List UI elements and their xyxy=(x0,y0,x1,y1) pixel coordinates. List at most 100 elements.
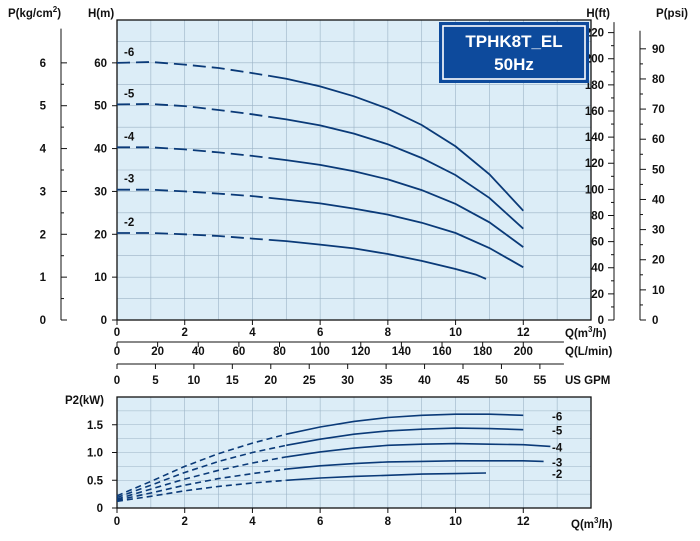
head-curve-label: -6 xyxy=(124,47,134,59)
head-ft-tick-label: 220 xyxy=(585,28,604,40)
model-frequency: 50Hz xyxy=(494,55,534,74)
model-badge-border xyxy=(442,25,586,80)
gpm-tick-label: 40 xyxy=(418,375,431,387)
power-curve--3-dashed xyxy=(116,468,287,501)
power-x-tick-label: 10 xyxy=(449,516,462,528)
power-curve--3 xyxy=(286,460,544,470)
head-ft-tick-label: 100 xyxy=(585,184,604,196)
head-curve--4-dashed xyxy=(117,146,270,159)
head-x-tick-label: 0 xyxy=(114,327,120,339)
head-ft-tick-label: 120 xyxy=(585,158,604,170)
gpm-tick-label: 35 xyxy=(380,375,393,387)
pressure-psi-tick-label: 30 xyxy=(652,225,665,237)
head-x-tick-label: 8 xyxy=(385,327,392,339)
head-x-tick-label: 10 xyxy=(449,327,462,339)
head-y-axis-title: H(m) xyxy=(88,8,114,20)
head-curve-label: -2 xyxy=(124,217,134,229)
power-y-tick-label: 1.5 xyxy=(87,420,104,432)
head-curve--6-dashed xyxy=(116,61,270,77)
model-badge xyxy=(439,22,589,83)
head-ft-tick-label: 0 xyxy=(598,315,604,327)
lmin-tick-label: 100 xyxy=(311,346,330,358)
power-curve--2 xyxy=(286,472,487,482)
head-curve--5-dashed xyxy=(116,103,270,118)
lmin-tick-label: 40 xyxy=(192,346,205,358)
head-x-tick-label: 4 xyxy=(249,327,256,339)
head-ft-tick-label: 200 xyxy=(585,54,604,66)
head-plot-frame xyxy=(116,19,592,321)
head-y-tick-label: 60 xyxy=(94,58,107,70)
power-curve-label: -3 xyxy=(552,457,562,469)
lmin-axis-title: Q(L/min) xyxy=(565,346,612,358)
lmin-tick-label: 140 xyxy=(392,346,411,358)
power-y-axis-title: P2(kW) xyxy=(65,395,104,407)
head-curve--6 xyxy=(269,75,524,212)
pressure-psi-tick-label: 80 xyxy=(652,74,665,86)
pressure-left-tick-label: 1 xyxy=(40,272,47,284)
gpm-tick-label: 45 xyxy=(457,375,470,387)
gpm-tick-label: 15 xyxy=(226,375,239,387)
head-x-tick-label: 12 xyxy=(517,327,530,339)
gpm-tick-label: 30 xyxy=(341,375,354,387)
power-curve-label: -4 xyxy=(552,442,563,454)
head-curve--2-dashed xyxy=(117,232,270,241)
head-curve--2 xyxy=(269,239,487,280)
lmin-tick-label: 160 xyxy=(432,346,451,358)
gpm-tick-label: 25 xyxy=(303,375,316,387)
power-x-tick-label: 0 xyxy=(114,516,120,528)
head-ft-tick-label: 60 xyxy=(591,237,604,249)
lmin-tick-label: 0 xyxy=(114,346,120,358)
power-curve--5-dashed xyxy=(116,444,287,499)
power-curve--6 xyxy=(286,413,524,435)
head-y-tick-label: 50 xyxy=(94,101,107,113)
pressure-psi-tick-label: 90 xyxy=(652,44,665,56)
gpm-tick-label: 5 xyxy=(152,375,159,387)
head-curve-label: -4 xyxy=(124,131,135,143)
power-y-tick-label: 0.5 xyxy=(87,475,104,487)
power-x-tick-label: 4 xyxy=(249,516,256,528)
head-y-tick-label: 20 xyxy=(94,229,107,241)
head-curve-label: -3 xyxy=(124,174,134,186)
pressure-psi-tick-label: 10 xyxy=(652,285,665,297)
head-x-axis-title: Q(m3/h) xyxy=(565,325,607,340)
gpm-tick-label: 55 xyxy=(533,375,546,387)
gpm-axis-title: US GPM xyxy=(565,375,610,387)
power-curve--5 xyxy=(286,427,524,447)
pressure-psi-axis-title: P(psi) xyxy=(656,8,688,20)
pressure-psi-tick-label: 70 xyxy=(652,104,665,116)
head-ft-tick-label: 140 xyxy=(585,132,604,144)
head-ft-tick-label: 160 xyxy=(585,106,604,118)
head-curve--5 xyxy=(269,116,524,230)
head-curve--3 xyxy=(269,197,524,269)
pressure-left-tick-label: 3 xyxy=(40,186,46,198)
head-x-tick-label: 6 xyxy=(317,327,323,339)
power-curve-label: -2 xyxy=(552,469,562,481)
head-ft-tick-label: 180 xyxy=(585,80,604,92)
head-x-tick-label: 2 xyxy=(182,327,188,339)
head-y-tick-label: 30 xyxy=(94,186,107,198)
power-x-tick-label: 12 xyxy=(517,516,530,528)
power-x-axis-title: Q(m3/h) xyxy=(571,516,613,531)
pressure-psi-tick-label: 40 xyxy=(652,194,665,206)
head-curve--3-dashed xyxy=(117,188,270,199)
pressure-psi-tick-label: 60 xyxy=(652,134,665,146)
pressure-psi-tick-label: 50 xyxy=(652,164,665,176)
lmin-tick-label: 120 xyxy=(351,346,370,358)
power-curve--4 xyxy=(286,442,551,458)
pressure-left-tick-label: 6 xyxy=(40,58,46,70)
power-x-tick-label: 8 xyxy=(385,516,392,528)
head-y-tick-label: 10 xyxy=(94,272,107,284)
pressure-left-tick-label: 2 xyxy=(40,229,46,241)
power-curve--2-dashed xyxy=(116,479,287,503)
power-y-tick-label: 0 xyxy=(97,503,103,515)
power-curve-label: -6 xyxy=(552,411,562,423)
power-y-tick-label: 1.0 xyxy=(87,448,103,460)
model-name: TPHK8T_EL xyxy=(465,32,562,51)
power-x-tick-label: 2 xyxy=(182,516,188,528)
head-ft-tick-label: 40 xyxy=(591,263,604,275)
power-curve--6-dashed xyxy=(116,433,287,497)
lmin-tick-label: 180 xyxy=(473,346,492,358)
pressure-left-tick-label: 5 xyxy=(40,101,47,113)
